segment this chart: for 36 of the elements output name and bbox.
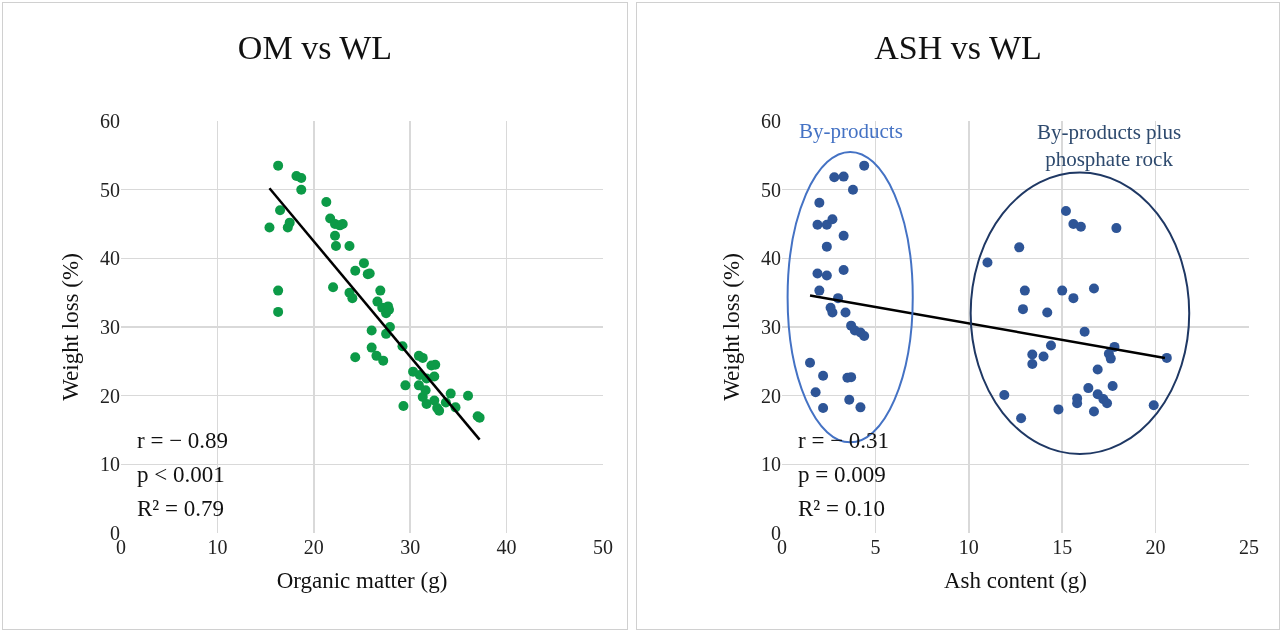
annotation: By-products plus phosphate rock — [1037, 120, 1182, 172]
x-tick-label: 10 — [958, 536, 979, 558]
y-tick-label: 20 — [100, 384, 120, 407]
x-tick-label: 20 — [1145, 536, 1166, 558]
x-tick-label: 10 — [207, 536, 228, 558]
x-axis-title: Ash content (g) — [943, 567, 1088, 593]
y-tick-label: 10 — [761, 453, 781, 476]
y-tick-label: 50 — [100, 178, 120, 201]
x-axis-title: Organic matter (g) — [276, 567, 448, 593]
y-tick-label: 60 — [100, 110, 120, 132]
annotation: r = − 0.31 — [798, 428, 890, 453]
chart-title: ASH vs WL — [874, 28, 1042, 66]
annotation: p = 0.009 — [798, 462, 886, 487]
y-axis-title: Weight loss (%) — [719, 253, 745, 401]
y-tick-label: 60 — [761, 110, 781, 132]
x-tick-label: 15 — [1052, 536, 1073, 558]
annotation: By-products — [799, 119, 903, 143]
x-tick-label: 30 — [400, 536, 421, 558]
y-tick-label: 50 — [761, 178, 781, 201]
x-tick-label: 40 — [496, 536, 517, 558]
y-tick-label: 20 — [761, 384, 781, 407]
y-tick-label: 10 — [100, 453, 120, 476]
y-tick-label: 40 — [100, 247, 120, 270]
x-tick-label: 20 — [303, 536, 324, 558]
annotation: R² = 0.79 — [137, 496, 224, 521]
chart-title: OM vs WL — [237, 28, 393, 66]
y-tick-label: 30 — [761, 316, 781, 338]
y-axis-title: Weight loss (%) — [58, 253, 84, 401]
y-tick-label: 30 — [100, 316, 120, 338]
y-tick-label: 40 — [761, 247, 781, 270]
x-tick-label: 25 — [1239, 536, 1259, 558]
annotation: R² = 0.10 — [798, 496, 885, 521]
annotation: r = − 0.89 — [137, 428, 229, 453]
annotation: p < 0.001 — [137, 462, 225, 487]
x-tick-label: 5 — [870, 536, 881, 558]
x-tick-label: 50 — [593, 536, 613, 558]
